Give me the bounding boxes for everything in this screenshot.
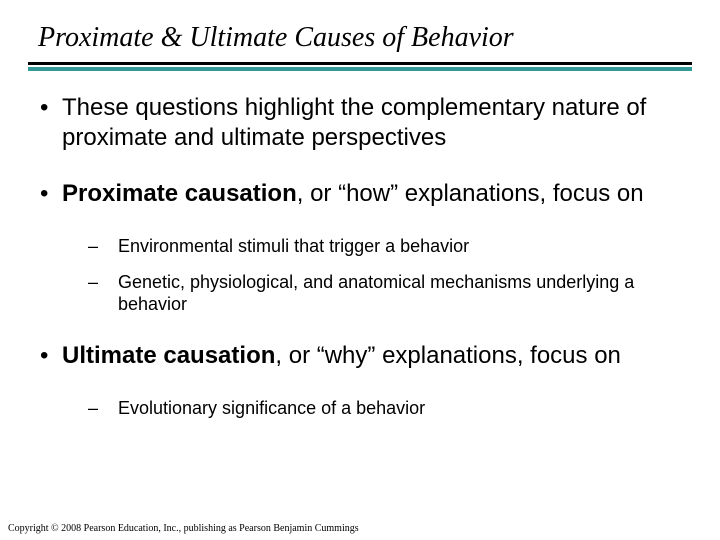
bullet-text: Genetic, physiological, and anatomical m… xyxy=(118,271,680,315)
bullet-mark: • xyxy=(40,179,62,209)
strong-text: Ultimate causation xyxy=(62,342,275,369)
list-item: – Environmental stimuli that trigger a b… xyxy=(88,235,680,257)
dash-mark: – xyxy=(88,271,118,315)
rule-top xyxy=(28,62,692,65)
list-item: – Evolutionary significance of a behavio… xyxy=(88,397,680,419)
title-rule xyxy=(0,62,720,71)
slide-content: • These questions highlight the compleme… xyxy=(0,71,720,419)
list-item: • Proximate causation, or “how” explanat… xyxy=(40,179,680,209)
plain-text: , or “why” explanations, focus on xyxy=(275,342,621,369)
list-item: • Ultimate causation, or “why” explanati… xyxy=(40,341,680,371)
plain-text: , or “how” explanations, focus on xyxy=(297,180,644,207)
bullet-text: Proximate causation, or “how” explanatio… xyxy=(62,179,644,209)
slide-title: Proximate & Ultimate Causes of Behavior xyxy=(0,0,720,62)
bullet-text: Evolutionary significance of a behavior xyxy=(118,397,425,419)
strong-text: Proximate causation xyxy=(62,180,297,207)
bullet-text: These questions highlight the complement… xyxy=(62,93,680,153)
bullet-mark: • xyxy=(40,341,62,371)
list-item: • These questions highlight the compleme… xyxy=(40,93,680,153)
copyright-text: Copyright © 2008 Pearson Education, Inc.… xyxy=(8,523,359,534)
bullet-text: Ultimate causation, or “why” explanation… xyxy=(62,341,621,371)
dash-mark: – xyxy=(88,397,118,419)
dash-mark: – xyxy=(88,235,118,257)
bullet-mark: • xyxy=(40,93,62,153)
list-item: – Genetic, physiological, and anatomical… xyxy=(88,271,680,315)
bullet-text: Environmental stimuli that trigger a beh… xyxy=(118,235,469,257)
